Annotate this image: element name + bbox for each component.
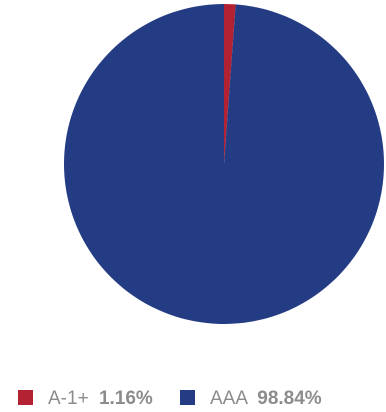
legend-value-aaa: 98.84%	[257, 388, 322, 409]
legend-item-a1plus: A-1+ 1.16%	[18, 388, 153, 409]
legend-text-aaa: AAA 98.84%	[210, 388, 322, 409]
legend: A-1+ 1.16% AAA 98.84%	[18, 388, 322, 409]
legend-item-aaa: AAA 98.84%	[180, 388, 322, 409]
legend-swatch-a1plus	[18, 390, 33, 405]
pie-slice-a1	[224, 4, 236, 164]
legend-text-a1plus: A-1+ 1.16%	[48, 388, 153, 409]
legend-label-a1plus: A-1+	[48, 388, 89, 409]
legend-label-aaa: AAA	[210, 388, 248, 409]
pie-slices	[64, 4, 385, 324]
pie-slice-aaa	[64, 4, 385, 324]
legend-value-a1plus: 1.16%	[99, 388, 153, 409]
legend-swatch-aaa	[180, 390, 195, 405]
